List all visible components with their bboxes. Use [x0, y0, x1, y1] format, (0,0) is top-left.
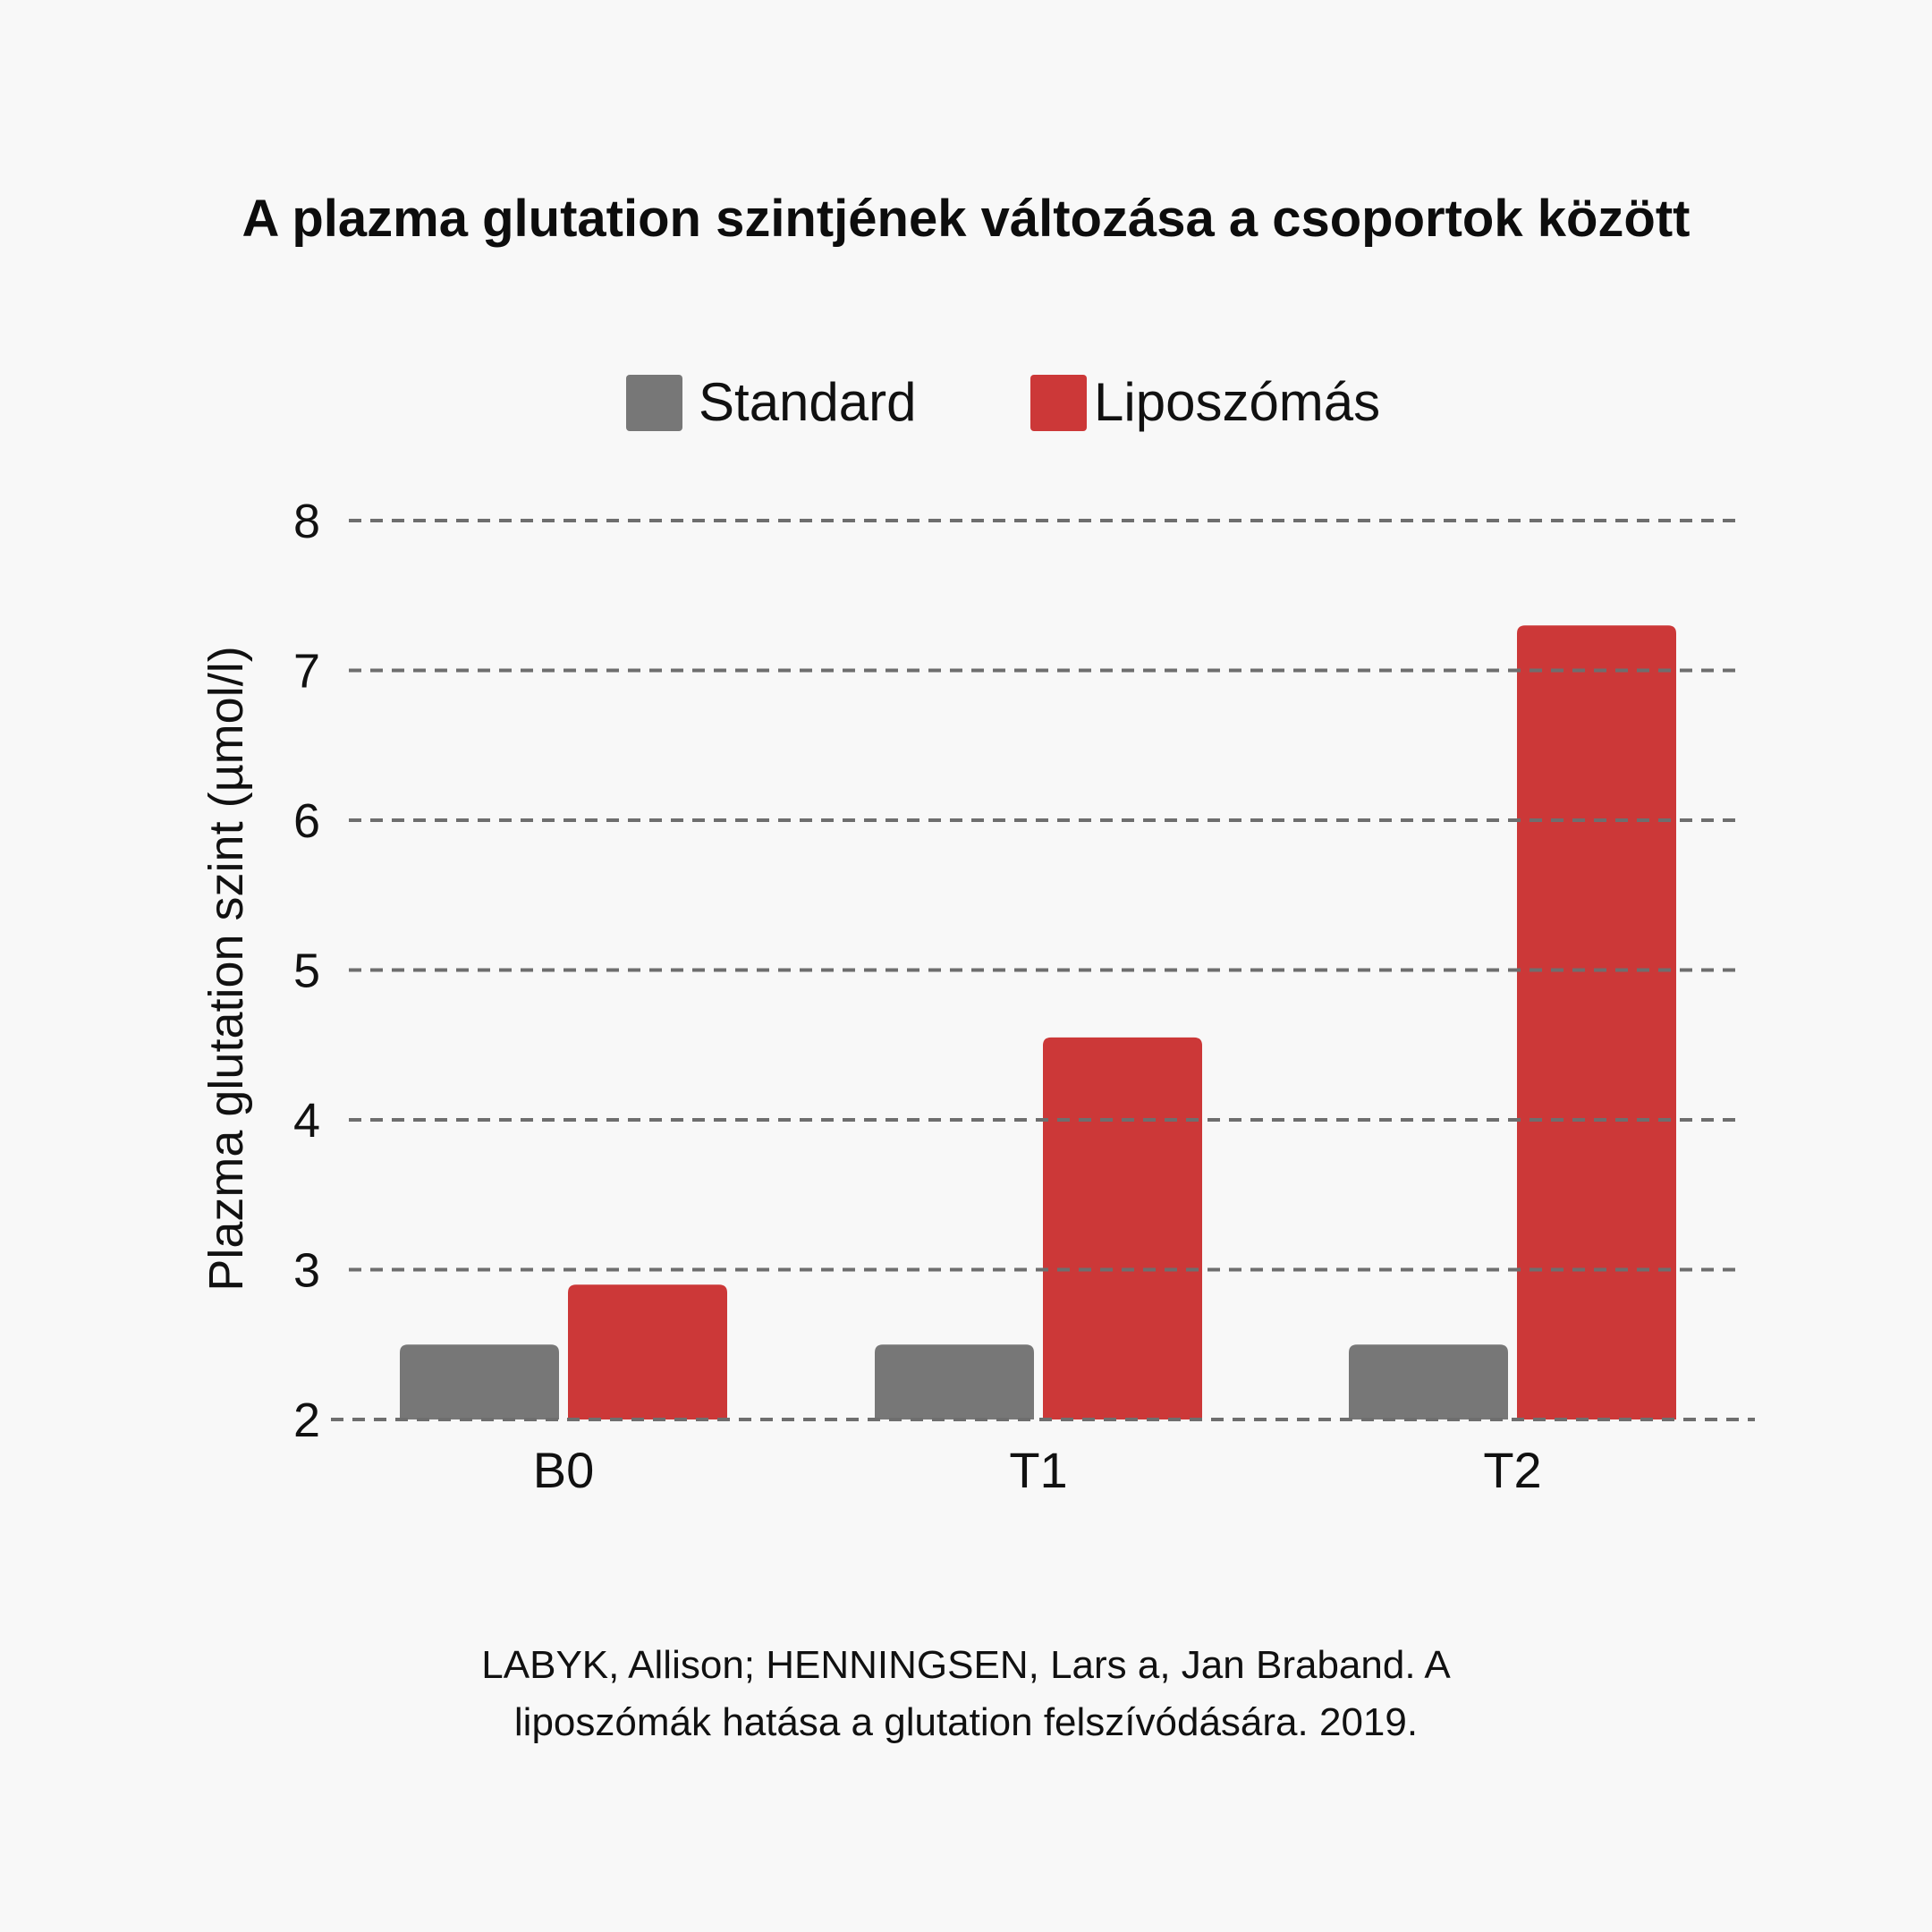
y-axis-label: Plazma glutation szint (µmol/l) [199, 646, 253, 1292]
chart-title: A plazma glutation szintjének változása … [242, 190, 1690, 248]
bar-liposz-m-s-t2 [1517, 625, 1676, 1419]
bar-standard-b0 [400, 1344, 559, 1419]
y-tick-label-6: 6 [293, 794, 320, 848]
x-tick-label-t1: T1 [1009, 1442, 1067, 1498]
source-citation: LABYK, Allison; HENNINGSEN, Lars a, Jan … [0, 1637, 1932, 1751]
x-tick-label-t2: T2 [1483, 1442, 1541, 1498]
legend-item-liposzomas: Liposzómás [1030, 371, 1380, 434]
y-tick-label-2: 2 [293, 1394, 320, 1447]
legend-label-standard: Standard [699, 372, 917, 432]
bar-liposz-m-s-b0 [568, 1284, 727, 1419]
legend-swatch-standard [626, 374, 682, 431]
source-line-1: LABYK, Allison; HENNINGSEN, Lars a, Jan … [481, 1643, 1451, 1687]
legend-label-liposzomas: Liposzómás [1094, 372, 1381, 432]
legend-item-standard: Standard [626, 371, 917, 434]
x-tick-label-b0: B0 [533, 1442, 595, 1498]
bar-liposz-m-s-t1 [1043, 1037, 1202, 1419]
source-line-2: liposzómák hatása a glutation felszívódá… [513, 1700, 1419, 1744]
bar-standard-t2 [1349, 1344, 1508, 1419]
y-tick-label-8: 8 [293, 495, 320, 548]
y-tick-label-7: 7 [293, 645, 320, 699]
bar-standard-t1 [875, 1344, 1034, 1419]
y-tick-label-3: 3 [293, 1244, 320, 1298]
y-tick-label-5: 5 [293, 945, 320, 998]
y-tick-label-4: 4 [293, 1094, 320, 1148]
legend: Standard Liposzómás [0, 371, 1932, 434]
legend-swatch-liposzomas [1030, 374, 1087, 431]
